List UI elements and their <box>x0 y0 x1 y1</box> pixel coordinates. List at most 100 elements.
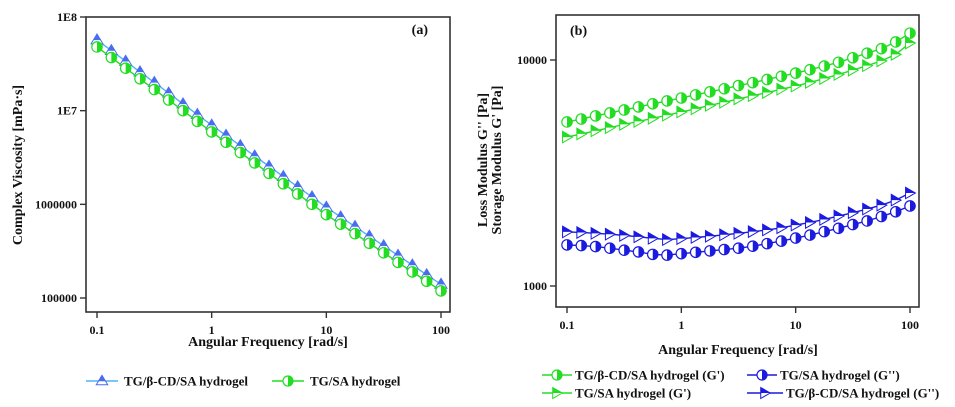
panel-a-plot-frame <box>85 16 451 313</box>
panel-b-y-axis-title-loss: Loss Modulus G'' [Pa] <box>476 93 491 227</box>
data-point <box>876 54 888 68</box>
data-point <box>776 82 788 96</box>
data-point <box>277 177 290 190</box>
data-point <box>263 167 275 180</box>
panel-b-label: (b) <box>570 24 587 39</box>
data-point <box>762 85 774 100</box>
data-point <box>747 225 760 239</box>
legend-item: TG/β-CD/SA hydrogel (G'') <box>747 386 939 401</box>
data-point <box>148 83 161 96</box>
panel-a-viscosity-chart: (a) 100000 1000000 1E7 1E8 0.1 1 10 100 Angula… <box>11 10 451 389</box>
data-point <box>861 215 873 227</box>
data-point <box>905 186 917 200</box>
data-point <box>619 228 631 242</box>
data-point <box>889 36 902 48</box>
data-point <box>633 230 645 244</box>
legend-marker-icon <box>551 369 563 381</box>
data-point <box>746 240 759 253</box>
data-point <box>762 223 774 237</box>
panel-b-x-axis-title: Angular Frequency [rad/s] <box>658 343 818 358</box>
legend-item: TG/SA hydrogel (G'') <box>747 368 900 383</box>
data-point <box>349 227 361 240</box>
data-point <box>647 231 660 245</box>
legend-marker-icon <box>552 386 564 400</box>
data-point <box>861 47 873 59</box>
data-point <box>177 104 189 117</box>
legend-label: TG/β-CD/SA hydrogel (G') <box>575 368 725 383</box>
data-point <box>589 240 602 253</box>
data-point <box>704 229 717 243</box>
data-point <box>646 98 659 110</box>
data-point <box>562 130 574 144</box>
panel-b-legend: TG/β-CD/SA hydrogel (G') TG/SA hydrogel (… <box>542 368 939 401</box>
data-point <box>363 237 376 250</box>
data-point <box>392 256 404 269</box>
data-point <box>732 242 745 254</box>
data-point <box>732 79 745 92</box>
data-point <box>790 79 803 93</box>
data-point <box>162 94 175 106</box>
legend-label: TG/SA hydrogel <box>310 374 401 389</box>
data-point <box>291 188 304 200</box>
data-point <box>704 98 717 112</box>
data-point <box>818 60 831 72</box>
series-2 <box>561 200 916 261</box>
y-tick-label: 1000000 <box>35 197 77 211</box>
data-point <box>746 76 759 89</box>
data-point <box>905 36 917 50</box>
data-point <box>761 237 773 250</box>
data-point <box>733 226 745 240</box>
data-point <box>561 116 573 128</box>
data-point <box>575 113 588 125</box>
data-point <box>876 198 888 212</box>
series-2 <box>91 41 447 297</box>
data-point <box>632 101 645 113</box>
data-point <box>890 47 903 61</box>
data-point <box>435 285 447 297</box>
data-point <box>804 63 816 76</box>
panel-a-x-axis-title: Angular Frequency [rad/s] <box>188 335 348 350</box>
data-point <box>847 206 860 220</box>
data-point <box>862 59 874 73</box>
panel-b-x-ticks: 0.1 1 10 100 <box>560 307 919 332</box>
data-point <box>646 248 659 261</box>
data-point <box>889 205 902 218</box>
data-point <box>334 218 347 230</box>
data-point <box>761 73 773 86</box>
x-tick-label: 100 <box>901 318 919 332</box>
data-point <box>590 124 603 138</box>
data-point <box>676 105 688 119</box>
data-point <box>91 41 103 53</box>
data-point <box>406 266 419 278</box>
panel-b-modulus-chart: (b) 1000 10000 0.1 1 10 100 Angular Frequenc… <box>476 14 939 401</box>
x-tick-label: 1 <box>678 318 684 332</box>
data-point <box>618 244 630 257</box>
legend-label: TG/β-CD/SA hydrogel (G'') <box>786 386 939 401</box>
series-1 <box>90 33 448 289</box>
data-point <box>704 86 716 98</box>
data-point <box>789 67 802 79</box>
data-point <box>733 92 745 106</box>
data-point <box>775 235 788 247</box>
data-point <box>805 75 817 89</box>
data-point <box>875 42 888 55</box>
data-point <box>847 218 859 231</box>
x-tick-label: 100 <box>432 323 450 337</box>
y-tick-label: 100000 <box>41 291 77 305</box>
data-point <box>675 92 688 104</box>
legend-item: TG/SA hydrogel (G') <box>542 386 691 401</box>
data-point <box>904 200 916 212</box>
panel-a-x-ticks: 0.1 1 10 100 <box>90 312 450 337</box>
data-point <box>862 202 874 216</box>
legend-marker-icon <box>95 374 109 386</box>
x-tick-label: 0.1 <box>560 318 575 332</box>
data-point <box>718 82 731 95</box>
y-tick-label: 1E8 <box>57 10 77 24</box>
data-point <box>306 198 318 211</box>
data-point <box>832 222 845 235</box>
data-point <box>689 246 702 259</box>
data-point <box>662 108 674 122</box>
panel-b-y-axis-title-storage: Storage Modulus G' [Pa] <box>490 86 505 235</box>
data-point <box>618 104 630 116</box>
